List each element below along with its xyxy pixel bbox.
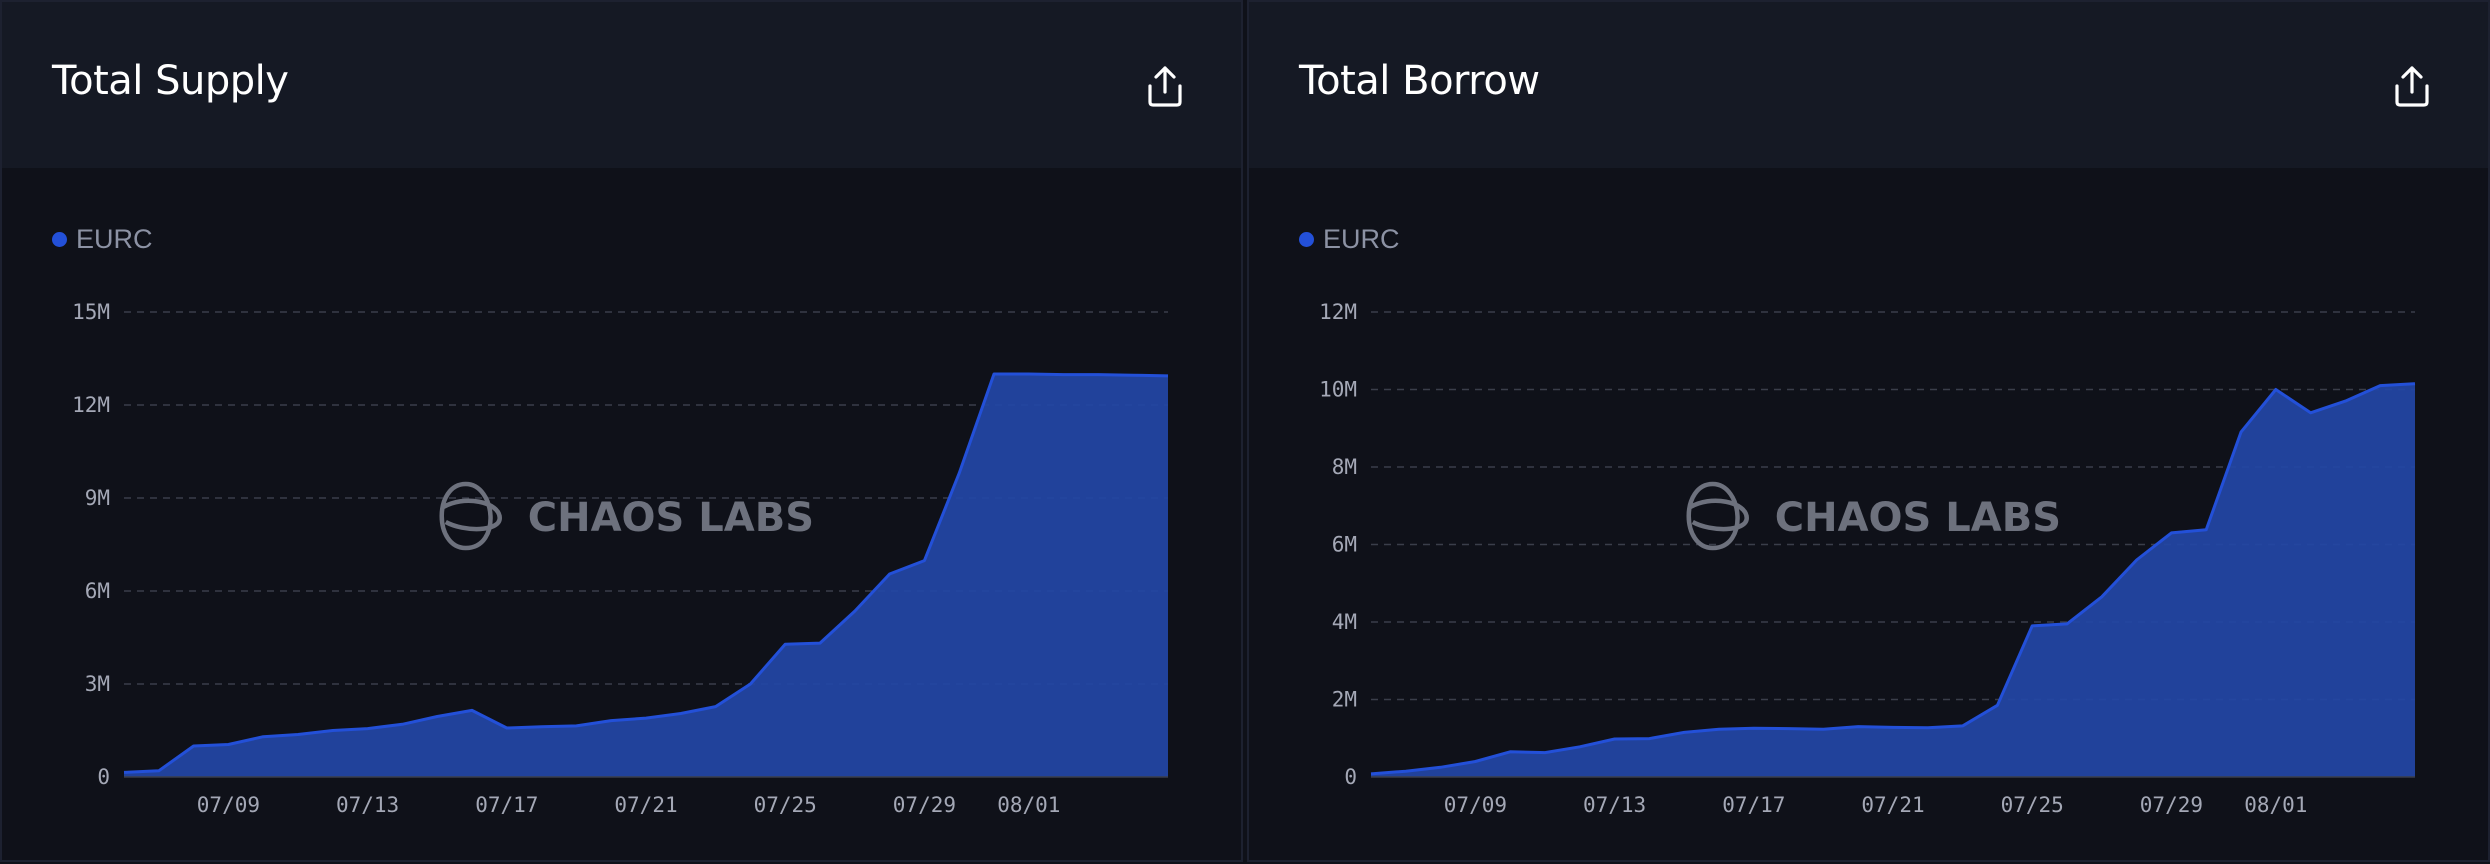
x-tick-label: 07/17 bbox=[1722, 793, 1785, 817]
y-tick-label: 9M bbox=[85, 486, 110, 510]
panel-title: Total Borrow bbox=[1299, 58, 1540, 104]
share-upload-icon bbox=[1148, 66, 1182, 107]
x-tick-label: 07/21 bbox=[1861, 793, 1924, 817]
panel-header: Total Borrow bbox=[1249, 2, 2488, 168]
x-tick-label: 07/25 bbox=[754, 793, 817, 817]
share-button[interactable] bbox=[2392, 64, 2432, 108]
chaos-labs-logo-icon bbox=[1686, 481, 1749, 551]
series-area-eurc bbox=[124, 374, 1168, 777]
y-tick-label: 3M bbox=[85, 672, 110, 696]
share-button[interactable] bbox=[1145, 64, 1185, 108]
y-tick-label: 10M bbox=[1319, 378, 1357, 402]
chart-legend[interactable]: EURC bbox=[52, 224, 153, 254]
chart-legend[interactable]: EURC bbox=[1299, 224, 1400, 254]
x-tick-label: 07/13 bbox=[1583, 793, 1646, 817]
x-tick-label: 07/29 bbox=[893, 793, 956, 817]
watermark-text: CHAOS LABS bbox=[528, 495, 814, 541]
x-tick-label: 07/29 bbox=[2140, 793, 2203, 817]
watermark-text: CHAOS LABS bbox=[1775, 495, 2061, 541]
total-supply-chart: 0 3M 6M 9M 12M 15M CHAOS LABS 07/09 07/13 07/17 07… bbox=[72, 300, 1169, 817]
y-tick-label: 0 bbox=[97, 765, 110, 789]
x-tick-label: 07/25 bbox=[2001, 793, 2064, 817]
chaos-labs-watermark: CHAOS LABS bbox=[439, 481, 814, 551]
y-tick-label: 12M bbox=[72, 393, 110, 417]
x-tick-label: 08/01 bbox=[997, 793, 1060, 817]
share-upload-icon bbox=[2395, 66, 2429, 107]
chaos-labs-watermark: CHAOS LABS bbox=[1686, 481, 2061, 551]
x-tick-label: 07/13 bbox=[336, 793, 399, 817]
x-tick-label: 07/21 bbox=[614, 793, 677, 817]
y-tick-label: 8M bbox=[1332, 455, 1357, 479]
panel-title: Total Supply bbox=[52, 58, 289, 104]
total-borrow-panel: Total Borrow EURC 0 2M 4M 6M 8M 10M 12M CHAOS L… bbox=[1247, 0, 2490, 862]
x-tick-label: 07/17 bbox=[475, 793, 538, 817]
y-tick-label: 2M bbox=[1332, 688, 1357, 712]
legend-label: EURC bbox=[1323, 223, 1400, 254]
x-tick-label: 07/09 bbox=[197, 793, 260, 817]
chaos-labs-logo-icon bbox=[439, 481, 502, 551]
y-tick-label: 15M bbox=[72, 300, 110, 324]
x-tick-label: 07/09 bbox=[1444, 793, 1507, 817]
legend-swatch bbox=[52, 231, 67, 247]
total-borrow-chart: 0 2M 4M 6M 8M 10M 12M CHAOS LABS 07/09 07/13 07/17… bbox=[1319, 300, 2416, 817]
y-tick-label: 4M bbox=[1332, 610, 1357, 634]
legend-swatch bbox=[1299, 231, 1314, 247]
legend-label: EURC bbox=[76, 223, 153, 254]
x-tick-label: 08/01 bbox=[2244, 793, 2307, 817]
total-supply-panel: Total Supply EURC 0 3M 6M 9M 12M 15M CHAOS LAB… bbox=[0, 0, 1243, 862]
y-tick-label: 12M bbox=[1319, 300, 1357, 324]
y-tick-label: 0 bbox=[1344, 765, 1357, 789]
series-line-eurc bbox=[123, 372, 1169, 774]
panel-header: Total Supply bbox=[2, 2, 1241, 168]
series-line-eurc bbox=[1370, 382, 2416, 776]
series-area-eurc bbox=[1371, 383, 2415, 777]
y-tick-label: 6M bbox=[1332, 533, 1357, 557]
y-tick-label: 6M bbox=[85, 579, 110, 603]
